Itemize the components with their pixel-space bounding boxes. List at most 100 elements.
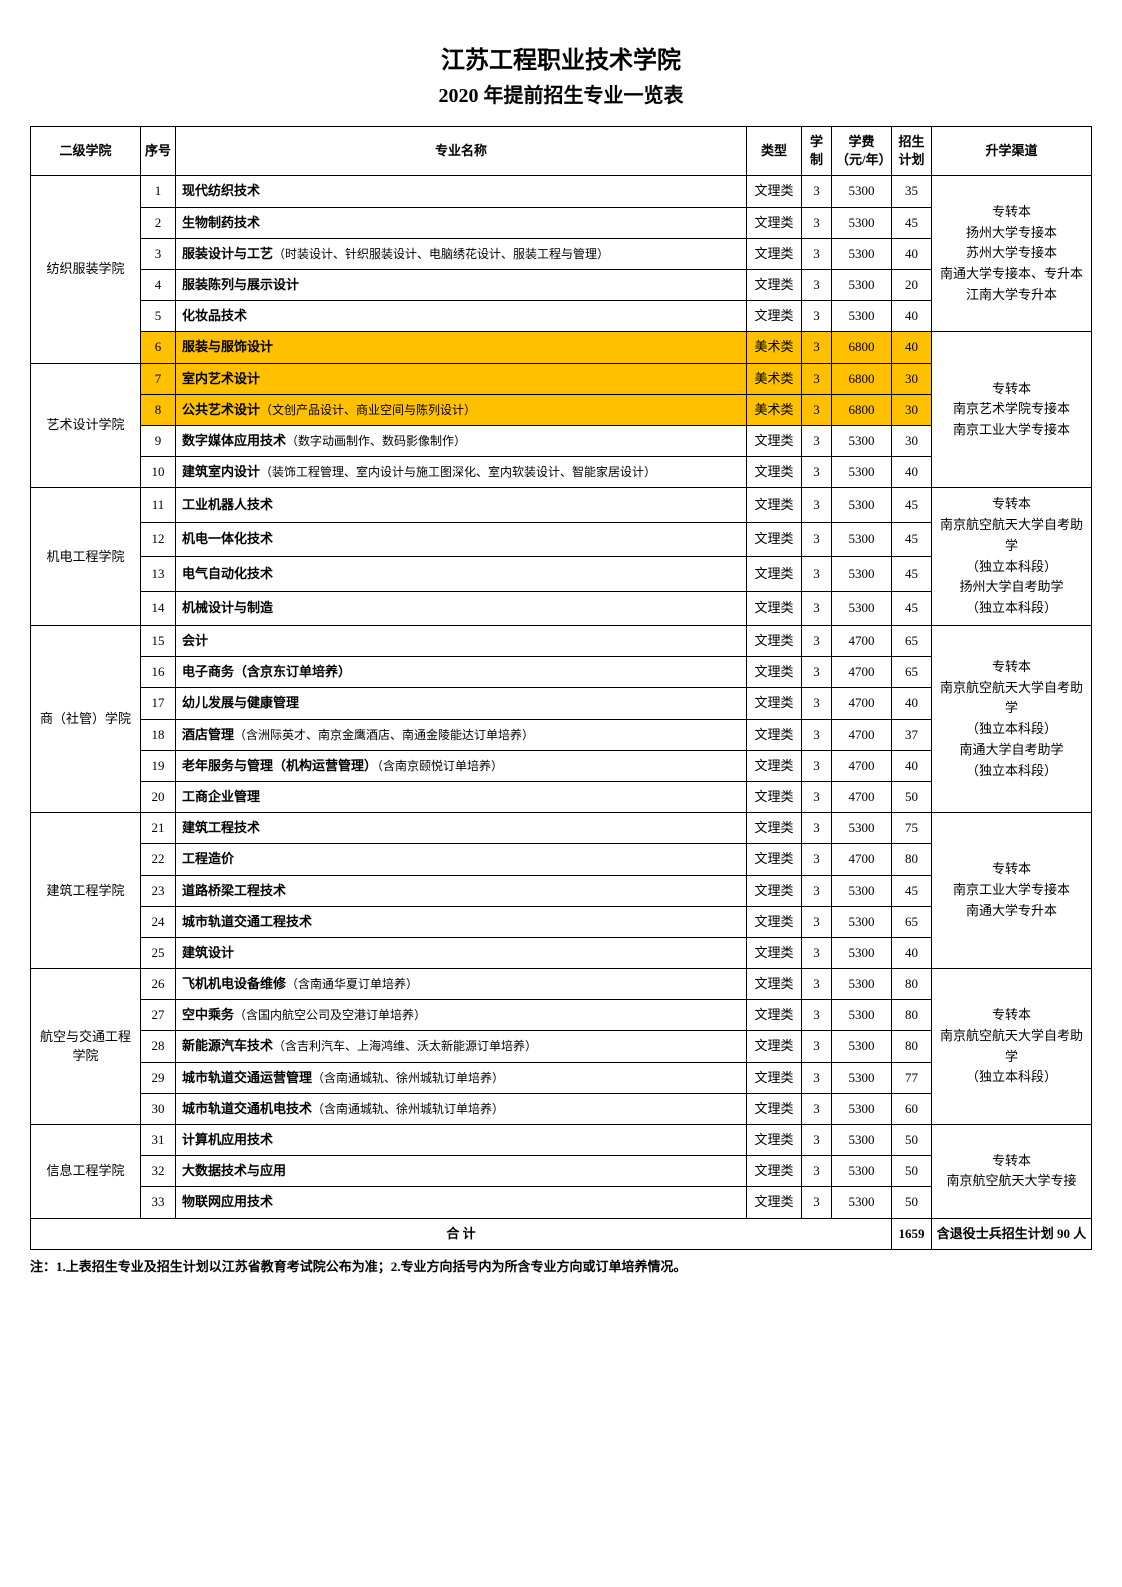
seq-cell: 3 <box>141 238 176 269</box>
pathway-cell: 专转本南京艺术学院专接本南京工业大学专接本 <box>932 332 1092 488</box>
table-row: 信息工程学院31计算机应用技术文理类3530050专转本南京航空航天大学专接 <box>31 1125 1092 1156</box>
table-row: 纺织服装学院1现代纺织技术文理类3530035专转本扬州大学专接本苏州大学专接本… <box>31 176 1092 207</box>
seq-cell: 26 <box>141 969 176 1000</box>
years-cell: 3 <box>802 781 832 812</box>
years-cell: 3 <box>802 301 832 332</box>
major-cell: 建筑设计 <box>176 937 747 968</box>
years-cell: 3 <box>802 591 832 625</box>
fee-cell: 5300 <box>832 1156 892 1187</box>
major-cell: 生物制药技术 <box>176 207 747 238</box>
quota-cell: 75 <box>892 813 932 844</box>
type-cell: 文理类 <box>747 301 802 332</box>
fee-cell: 4700 <box>832 844 892 875</box>
college-cell: 机电工程学院 <box>31 488 141 626</box>
major-cell: 室内艺术设计 <box>176 363 747 394</box>
fee-cell: 5300 <box>832 557 892 591</box>
fee-cell: 5300 <box>832 207 892 238</box>
type-cell: 文理类 <box>747 750 802 781</box>
quota-cell: 45 <box>892 875 932 906</box>
quota-cell: 77 <box>892 1062 932 1093</box>
major-cell: 城市轨道交通工程技术 <box>176 906 747 937</box>
seq-cell: 20 <box>141 781 176 812</box>
type-cell: 文理类 <box>747 626 802 657</box>
header-path: 升学渠道 <box>932 127 1092 176</box>
major-cell: 电气自动化技术 <box>176 557 747 591</box>
major-cell: 机电一体化技术 <box>176 522 747 556</box>
seq-cell: 29 <box>141 1062 176 1093</box>
seq-cell: 1 <box>141 176 176 207</box>
years-cell: 3 <box>802 394 832 425</box>
type-cell: 文理类 <box>747 488 802 522</box>
type-cell: 文理类 <box>747 1156 802 1187</box>
quota-cell: 30 <box>892 394 932 425</box>
fee-cell: 4700 <box>832 781 892 812</box>
major-cell: 服装陈列与展示设计 <box>176 269 747 300</box>
fee-cell: 5300 <box>832 906 892 937</box>
fee-cell: 4700 <box>832 750 892 781</box>
seq-cell: 10 <box>141 457 176 488</box>
fee-cell: 5300 <box>832 937 892 968</box>
quota-cell: 45 <box>892 207 932 238</box>
page-subtitle: 2020 年提前招生专业一览表 <box>30 79 1092 108</box>
type-cell: 文理类 <box>747 425 802 456</box>
total-quota: 1659 <box>892 1218 932 1249</box>
type-cell: 文理类 <box>747 1000 802 1031</box>
years-cell: 3 <box>802 1031 832 1062</box>
quota-cell: 50 <box>892 1187 932 1218</box>
type-cell: 文理类 <box>747 875 802 906</box>
major-cell: 公共艺术设计（文创产品设计、商业空间与陈列设计） <box>176 394 747 425</box>
fee-cell: 5300 <box>832 238 892 269</box>
type-cell: 文理类 <box>747 844 802 875</box>
fee-cell: 5300 <box>832 813 892 844</box>
quota-cell: 45 <box>892 557 932 591</box>
fee-cell: 5300 <box>832 591 892 625</box>
fee-cell: 4700 <box>832 626 892 657</box>
years-cell: 3 <box>802 750 832 781</box>
years-cell: 3 <box>802 1062 832 1093</box>
header-college: 二级学院 <box>31 127 141 176</box>
seq-cell: 15 <box>141 626 176 657</box>
seq-cell: 24 <box>141 906 176 937</box>
major-cell: 化妆品技术 <box>176 301 747 332</box>
table-row: 商（社管）学院15会计文理类3470065专转本南京航空航天大学自考助学（独立本… <box>31 626 1092 657</box>
quota-cell: 50 <box>892 781 932 812</box>
quota-cell: 30 <box>892 425 932 456</box>
type-cell: 文理类 <box>747 591 802 625</box>
type-cell: 文理类 <box>747 688 802 719</box>
majors-table: 二级学院 序号 专业名称 类型 学制 学费（元/年） 招生计划 升学渠道 纺织服… <box>30 126 1092 1250</box>
quota-cell: 80 <box>892 969 932 1000</box>
years-cell: 3 <box>802 626 832 657</box>
quota-cell: 37 <box>892 719 932 750</box>
major-cell: 现代纺织技术 <box>176 176 747 207</box>
fee-cell: 5300 <box>832 969 892 1000</box>
seq-cell: 14 <box>141 591 176 625</box>
fee-cell: 6800 <box>832 363 892 394</box>
years-cell: 3 <box>802 207 832 238</box>
fee-cell: 5300 <box>832 875 892 906</box>
fee-cell: 5300 <box>832 176 892 207</box>
quota-cell: 80 <box>892 844 932 875</box>
years-cell: 3 <box>802 906 832 937</box>
quota-cell: 45 <box>892 522 932 556</box>
seq-cell: 28 <box>141 1031 176 1062</box>
major-cell: 工商企业管理 <box>176 781 747 812</box>
years-cell: 3 <box>802 1093 832 1124</box>
pathway-cell: 专转本南京航空航天大学自考助学（独立本科段） <box>932 969 1092 1125</box>
type-cell: 文理类 <box>747 522 802 556</box>
type-cell: 文理类 <box>747 207 802 238</box>
seq-cell: 25 <box>141 937 176 968</box>
table-row: 建筑工程学院21建筑工程技术文理类3530075专转本南京工业大学专接本南通大学… <box>31 813 1092 844</box>
quota-cell: 80 <box>892 1000 932 1031</box>
years-cell: 3 <box>802 238 832 269</box>
major-cell: 城市轨道交通机电技术（含南通城轨、徐州城轨订单培养） <box>176 1093 747 1124</box>
fee-cell: 4700 <box>832 657 892 688</box>
major-cell: 工业机器人技术 <box>176 488 747 522</box>
years-cell: 3 <box>802 1125 832 1156</box>
years-cell: 3 <box>802 937 832 968</box>
years-cell: 3 <box>802 1187 832 1218</box>
type-cell: 文理类 <box>747 657 802 688</box>
years-cell: 3 <box>802 488 832 522</box>
fee-cell: 4700 <box>832 719 892 750</box>
type-cell: 文理类 <box>747 719 802 750</box>
type-cell: 文理类 <box>747 238 802 269</box>
